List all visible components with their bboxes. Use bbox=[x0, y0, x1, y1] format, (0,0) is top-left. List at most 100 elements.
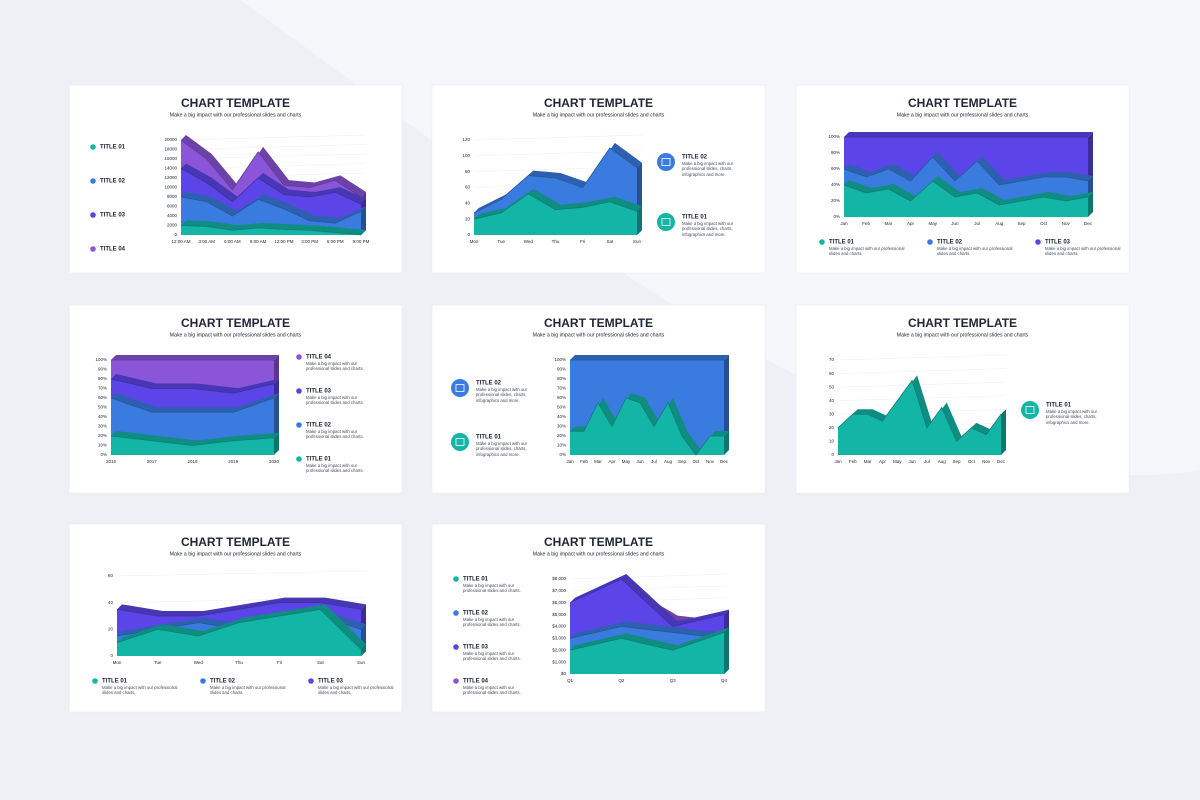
x-tick-label: 2017 bbox=[147, 459, 158, 464]
legend-marker bbox=[453, 644, 459, 650]
x-tick-label: Apr bbox=[879, 459, 887, 464]
description: Make a big impact with our professional … bbox=[306, 429, 364, 440]
legend-marker bbox=[90, 246, 96, 252]
x-tick-label: Aug bbox=[664, 459, 673, 464]
legend-marker bbox=[90, 178, 96, 184]
legend-marker bbox=[296, 388, 302, 394]
x-tick-label: Dec bbox=[1084, 221, 1093, 226]
legend-title: TITLE 04 bbox=[463, 679, 489, 685]
y-tick-label: 60 bbox=[108, 573, 114, 578]
legend-marker bbox=[296, 422, 302, 428]
area-depth bbox=[474, 188, 642, 220]
legend-title: TITLE 04 bbox=[306, 355, 332, 361]
slide-subtitle: Make a big impact with our professional … bbox=[897, 112, 1029, 118]
slide-subtitle: Make a big impact with our professional … bbox=[170, 112, 302, 118]
y-tick-label: 80% bbox=[831, 150, 840, 155]
x-tick-label: Nov bbox=[982, 459, 991, 464]
description: Make a big impact with our professional … bbox=[682, 161, 734, 177]
y-tick-label: 0% bbox=[559, 452, 566, 457]
grid-line bbox=[569, 573, 730, 580]
description-box: Make a big impact with our professional … bbox=[463, 651, 521, 662]
y-tick-label: 0% bbox=[100, 452, 107, 457]
area-depth bbox=[570, 627, 729, 651]
x-tick-label: Q2 bbox=[618, 678, 625, 683]
x-tick-label: Q4 bbox=[721, 678, 728, 683]
y-tick-label: 40 bbox=[108, 600, 114, 605]
y-tick-label: 40% bbox=[557, 414, 566, 419]
y-tick-label: 20 bbox=[465, 216, 471, 221]
legend-marker bbox=[819, 239, 825, 245]
description-box: Make a big impact with our professional … bbox=[1046, 409, 1097, 425]
area-depth bbox=[181, 163, 366, 205]
y-tick-label: 0% bbox=[833, 214, 840, 219]
grid-line bbox=[116, 570, 367, 577]
description: Make a big impact with our professional … bbox=[463, 583, 521, 594]
x-tick-label: Feb bbox=[849, 459, 857, 464]
description: Make a big impact with our professional … bbox=[306, 361, 364, 372]
x-tick-label: 12:00 PM bbox=[274, 239, 294, 244]
legend-title: TITLE 01 bbox=[682, 215, 708, 221]
description: Make a big impact with our professional … bbox=[318, 685, 394, 696]
legend-marker bbox=[90, 144, 96, 150]
description-box: Make a big impact with our professional … bbox=[463, 617, 521, 627]
x-tick-label: Feb bbox=[862, 221, 870, 226]
x-tick-label: Tue bbox=[497, 239, 505, 244]
y-tick-label: 10% bbox=[98, 443, 107, 448]
legend-icon-glyph bbox=[661, 218, 671, 226]
y-tick-label: $3,000 bbox=[552, 636, 566, 641]
x-tick-label: Jun bbox=[951, 221, 959, 226]
description-box: Make a big impact with our professional … bbox=[937, 246, 1012, 256]
y-tick-label: $7,000 bbox=[552, 588, 566, 593]
y-tick-label: 50% bbox=[98, 405, 107, 410]
y-tick-label: $8,000 bbox=[552, 576, 566, 581]
legend-icon-glyph bbox=[1025, 406, 1035, 414]
legend-title: TITLE 03 bbox=[306, 389, 332, 395]
area-side bbox=[361, 206, 366, 235]
legend-marker bbox=[296, 354, 302, 360]
legend-title: TITLE 03 bbox=[463, 645, 489, 651]
x-tick-label: Sun bbox=[357, 660, 366, 665]
x-tick-label: 9:00 AM bbox=[250, 239, 267, 244]
y-tick-label: 18000 bbox=[164, 147, 177, 152]
x-tick-label: Jun bbox=[636, 459, 644, 464]
x-tick-label: Jul bbox=[924, 459, 930, 464]
area-line bbox=[116, 608, 362, 650]
area-depth bbox=[117, 604, 366, 650]
area-side bbox=[637, 206, 642, 235]
x-tick-label: May bbox=[622, 459, 631, 464]
y-tick-label: 40% bbox=[98, 414, 107, 419]
x-tick-label: Fri bbox=[580, 239, 585, 244]
y-tick-label: 100% bbox=[828, 134, 840, 139]
slide-title: CHART TEMPLATE bbox=[544, 316, 653, 330]
y-tick-label: 70% bbox=[98, 386, 107, 391]
y-tick-label: 10% bbox=[557, 443, 566, 448]
y-tick-label: 90% bbox=[98, 367, 107, 372]
area-depth bbox=[570, 355, 729, 360]
area-side bbox=[724, 627, 729, 674]
y-tick-label: 80% bbox=[557, 376, 566, 381]
y-tick-label: 10 bbox=[829, 439, 835, 444]
description-box: Make a big impact with our professional … bbox=[1045, 246, 1120, 256]
description-box: Make a big impact with our professional … bbox=[463, 583, 521, 594]
slide-subtitle: Make a big impact with our professional … bbox=[533, 112, 665, 118]
area-depth bbox=[844, 176, 1093, 205]
description: Make a big impact with our professional … bbox=[463, 651, 521, 662]
description: Make a big impact with our professional … bbox=[463, 685, 521, 696]
legend-title: TITLE 01 bbox=[306, 457, 332, 463]
legend-title: TITLE 02 bbox=[463, 611, 489, 617]
legend-icon-glyph bbox=[455, 438, 465, 446]
y-tick-label: $5,000 bbox=[552, 612, 566, 617]
area-depth bbox=[570, 393, 729, 455]
x-tick-label: Nov bbox=[1062, 221, 1071, 226]
x-tick-label: Thu bbox=[235, 660, 243, 665]
description: Make a big impact with our professional … bbox=[682, 221, 734, 237]
legend-title: TITLE 01 bbox=[463, 577, 489, 583]
x-tick-label: 2016 bbox=[106, 459, 117, 464]
x-tick-label: 2019 bbox=[228, 459, 239, 464]
x-tick-label: Aug bbox=[995, 221, 1004, 226]
legend-marker bbox=[308, 678, 314, 684]
y-tick-label: 60% bbox=[557, 395, 566, 400]
legend-icon bbox=[451, 379, 469, 397]
slide bbox=[68, 84, 403, 274]
